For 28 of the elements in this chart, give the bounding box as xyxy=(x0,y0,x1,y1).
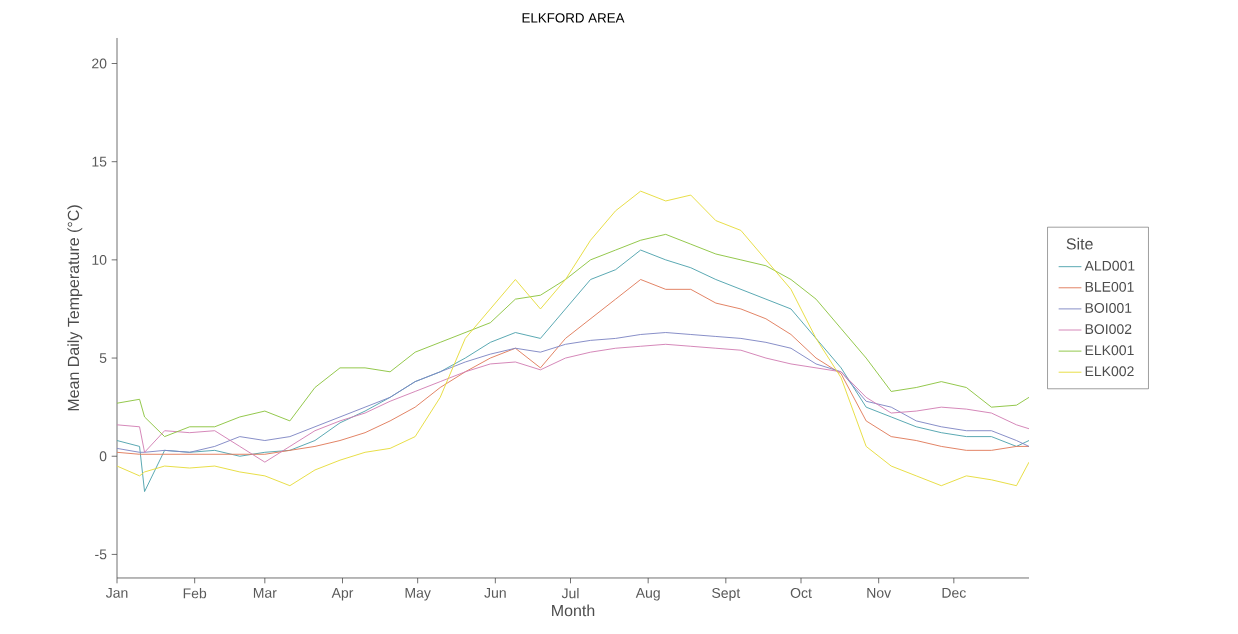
y-tick-label: 20 xyxy=(92,58,107,69)
y-axis-title: Mean Daily Temperature (°C) xyxy=(67,205,83,411)
x-tick-label: Jun xyxy=(484,588,506,598)
x-tick-label: Nov xyxy=(867,588,892,598)
legend-label: BOI002 xyxy=(1085,324,1132,335)
legend-label: ALD001 xyxy=(1084,260,1135,271)
x-tick-label: Sept xyxy=(712,588,741,601)
x-tick-label: Feb xyxy=(183,588,207,599)
y-tick-label: -5 xyxy=(95,549,107,560)
x-tick-label: Oct xyxy=(790,588,812,598)
legend-label: ELK001 xyxy=(1085,345,1134,356)
x-tick-label: May xyxy=(405,588,431,601)
legend-label: ELK002 xyxy=(1085,366,1134,377)
x-tick-label: Jan xyxy=(105,588,128,598)
y-tick-label: 10 xyxy=(92,254,107,265)
x-tick-label: Apr xyxy=(331,588,354,601)
x-tick-label: Mar xyxy=(253,588,277,598)
y-tick-label: 0 xyxy=(99,451,107,462)
x-tick-label: Aug xyxy=(635,588,660,601)
legend-label: BLE001 xyxy=(1085,281,1134,292)
legend-title: Site xyxy=(1066,237,1093,250)
y-tick-label: 15 xyxy=(92,156,107,167)
x-axis-title: Month xyxy=(552,604,595,617)
x-tick-label: Dec xyxy=(942,588,966,598)
chart-title: ELKFORD AREA xyxy=(522,13,625,23)
legend-label: BOI001 xyxy=(1085,303,1132,313)
y-tick-label: 5 xyxy=(99,353,107,363)
x-tick-label: Jul xyxy=(561,588,579,599)
